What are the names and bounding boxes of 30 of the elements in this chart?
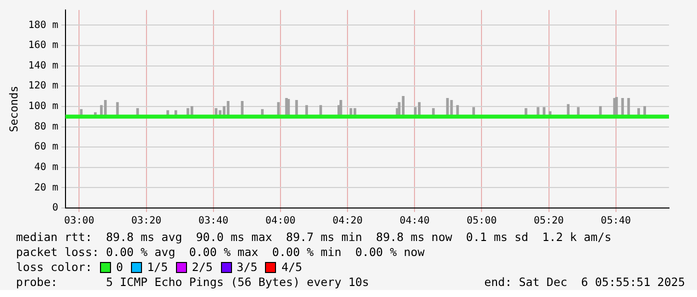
y-tick-label: 60 m — [34, 142, 58, 153]
y-tick-label: 140 m — [28, 60, 58, 72]
x-tick-label: 03:40 — [198, 216, 228, 227]
y-tick-label: 0 — [52, 202, 58, 214]
x-tick-label: 04:20 — [332, 216, 363, 227]
x-tick-label: 04:40 — [400, 216, 430, 227]
text: end: Sat Dec 6 05:55:51 2025 — [484, 275, 685, 290]
y-tick-label: 80 m — [34, 121, 58, 132]
text: packet loss: 0.00 % avg 0.00 % max 0.00 % min 0.00 % now — [15, 245, 426, 260]
y-axis-title: Seconds — [7, 86, 20, 132]
legend-label: 3/5 — [236, 260, 258, 275]
x-tick-label: 04:00 — [265, 216, 296, 227]
x-tick-label: 03:00 — [64, 216, 94, 227]
legend-label: 4/5 — [281, 260, 302, 275]
legend-title: loss color: — [16, 260, 92, 275]
legend-label: 1/5 — [147, 260, 168, 275]
x-tick-label: 05:40 — [600, 216, 631, 227]
y-tick-label: 100 m — [28, 101, 58, 112]
y-tick-label: 180 m — [28, 20, 58, 31]
x-tick-label: 05:20 — [534, 216, 564, 227]
y-tick-label: 20 m — [34, 182, 58, 194]
legend-label: 0 — [116, 260, 124, 275]
y-tick-label: 40 m — [34, 162, 58, 173]
text: probe: 5 ICMP Echo Pings (56 Bytes) every 10s — [16, 275, 370, 290]
y-tick-label: 120 m — [28, 80, 58, 92]
text: median rtt: 89.8 ms avg 90.0 ms max 89.7 ms min 89.8 ms now 0.1 ms sd 1.2 k am/s — [15, 230, 612, 245]
x-tick-label: 05:00 — [466, 216, 497, 227]
legend-label: 2/5 — [192, 260, 213, 275]
x-tick-label: 03:20 — [131, 216, 162, 227]
y-tick-label: 160 m — [28, 40, 58, 52]
